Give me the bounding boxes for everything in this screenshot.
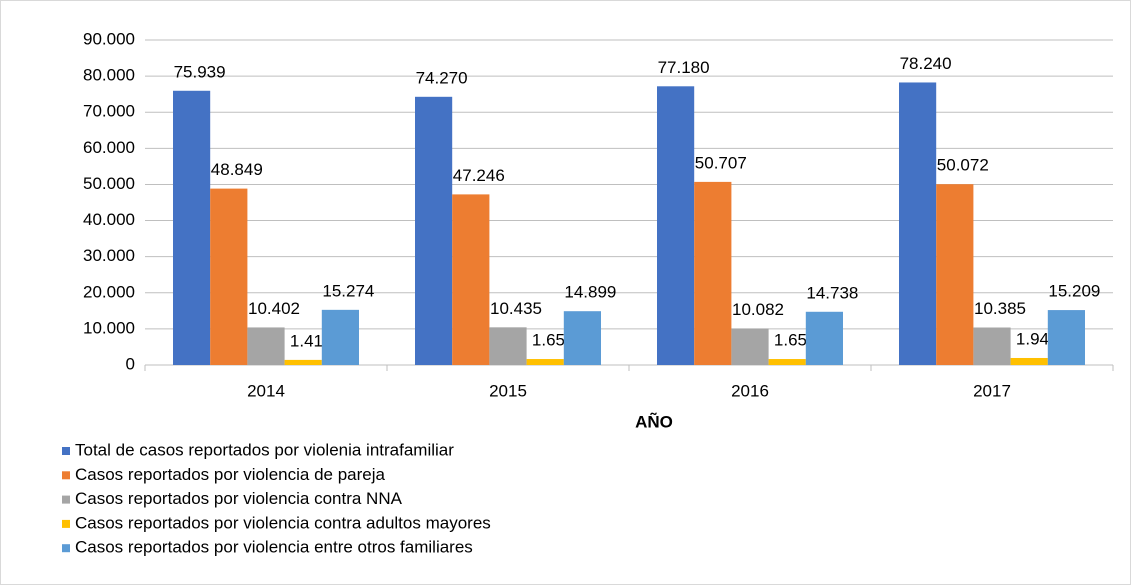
data-label: 15.274 [322,281,374,300]
y-tick-label: 60.000 [83,138,135,157]
bar [973,327,1011,365]
y-tick-label: 10.000 [83,318,135,337]
y-tick-label: 90.000 [83,29,135,48]
bar [936,184,974,365]
data-label: 47.246 [453,166,505,185]
legend-swatch [62,447,70,455]
data-label: 10.435 [490,299,542,318]
data-label: 77.180 [658,58,710,77]
bar [173,90,211,366]
bar [489,327,527,365]
x-tick-label: 2015 [489,381,527,400]
legend-swatch [62,495,70,504]
x-tick-label: 2014 [247,381,285,400]
bar [526,359,564,365]
bar [899,82,937,365]
legend-label: Total de casos reportados por violenia i… [75,440,454,459]
data-label: 14.738 [806,283,858,302]
legend-label: Casos reportados por violencia de pareja [75,465,386,484]
y-tick-label: 80.000 [83,66,135,85]
x-axis-title: AÑO [635,411,673,431]
data-label: 74.270 [416,68,468,87]
bar [210,188,248,365]
y-tick-label: 30.000 [83,246,135,265]
bar [657,86,695,366]
data-label: 50.707 [695,153,747,172]
y-tick-label: 0 [126,354,135,373]
bar [321,309,359,365]
y-tick-label: 20.000 [83,282,135,301]
bar [563,311,601,365]
bar [694,181,732,365]
data-label: 10.385 [974,299,1026,318]
x-tick-label: 2017 [973,381,1011,400]
bar [247,327,285,365]
y-tick-label: 50.000 [83,174,135,193]
bar [1010,357,1048,365]
y-tick-label: 70.000 [83,102,135,121]
bar [731,328,769,365]
x-tick-label: 2016 [731,381,769,400]
data-label: 14.899 [564,283,616,302]
bar [1047,310,1085,365]
data-label: 78.240 [900,54,952,73]
data-label: 15.209 [1048,282,1100,301]
bar [452,194,490,365]
legend-label: Casos reportados por violencia contra ad… [75,513,491,532]
bar [805,311,843,365]
data-label: 10.082 [732,300,784,319]
data-label: 50.072 [937,156,989,175]
data-label: 75.939 [174,62,226,81]
legend-label: Casos reportados por violencia contra NN… [75,489,403,508]
bar [284,359,322,365]
legend-swatch [62,519,70,528]
data-label: 48.849 [211,160,263,179]
legend-swatch [62,544,70,553]
legend-label: Casos reportados por violencia entre otr… [75,538,473,557]
bar [415,96,453,365]
legend-swatch [62,471,70,480]
bar [768,359,806,365]
data-label: 10.402 [248,299,300,318]
y-tick-label: 40.000 [83,210,135,229]
